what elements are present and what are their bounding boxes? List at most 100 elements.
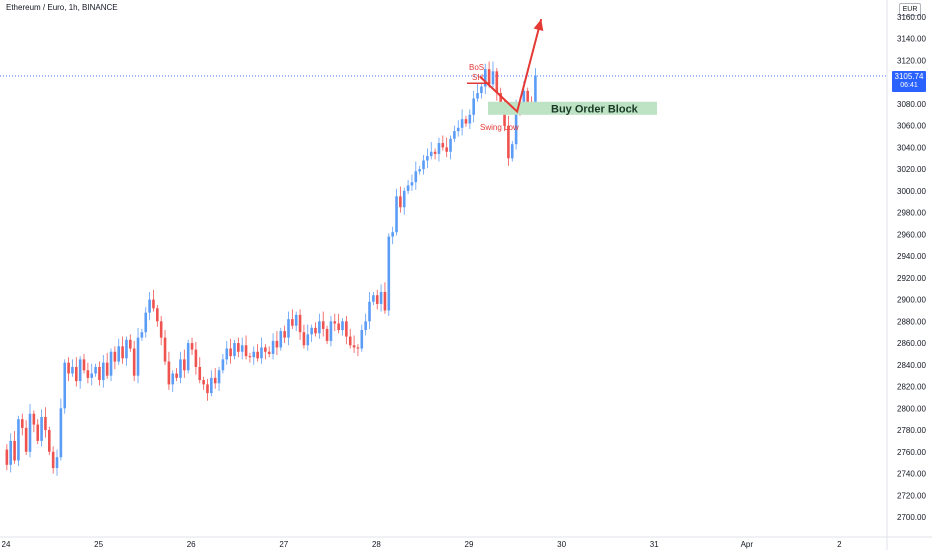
bar-countdown: 06:41 <box>900 82 918 89</box>
candle <box>179 351 182 384</box>
candle <box>283 325 286 344</box>
price-tick-label: 2820.00 <box>897 383 926 392</box>
candle <box>163 330 167 365</box>
candle <box>372 291 375 306</box>
candle <box>117 338 121 365</box>
candle <box>183 349 186 378</box>
projection-path[interactable] <box>479 18 543 114</box>
projection-arrowhead <box>533 19 544 32</box>
price-axis[interactable]: 2700.00 2720.00 2740.00 2760.00 2780.00 2800.… <box>886 0 926 550</box>
candles-layer <box>5 61 537 476</box>
candle <box>82 353 86 374</box>
candle <box>456 120 460 137</box>
candle <box>90 363 94 386</box>
price-tick-label: 2840.00 <box>897 361 926 370</box>
candle <box>210 370 213 397</box>
candle <box>132 340 136 382</box>
time-tick-label: 2 <box>837 540 842 549</box>
candle <box>136 327 140 384</box>
candle <box>9 433 13 473</box>
candle <box>318 313 321 339</box>
time-axis[interactable]: 24 25 26 27 28 29 30 31 Apr 2 <box>0 536 932 549</box>
price-tick-label: 3160.00 <box>897 13 926 22</box>
price-tick-label: 3140.00 <box>897 35 926 44</box>
symbol-title[interactable]: Ethereum / Euro, 1h, BINANCE <box>6 3 118 12</box>
candle <box>364 313 367 336</box>
candle <box>395 188 398 236</box>
candle <box>345 315 348 345</box>
swing-low-label: Swing Low <box>480 123 519 132</box>
candle <box>194 341 198 375</box>
candle <box>510 140 514 162</box>
candle <box>24 420 28 456</box>
price-tick-label: 2700.00 <box>897 513 926 522</box>
candle <box>144 307 148 338</box>
time-tick-label: 31 <box>650 540 659 549</box>
candle <box>221 353 225 374</box>
candle <box>360 324 364 352</box>
candle <box>306 324 310 351</box>
candle <box>348 328 352 349</box>
candle <box>352 335 356 353</box>
candle <box>102 355 105 388</box>
candle <box>329 315 333 347</box>
candle <box>59 398 63 461</box>
sh-label: SH <box>472 73 483 82</box>
candle <box>453 125 456 142</box>
candle <box>491 61 495 90</box>
candle <box>129 334 132 352</box>
candle <box>217 366 221 391</box>
candle <box>5 444 9 471</box>
candle <box>256 344 259 362</box>
candle <box>148 291 151 321</box>
candle <box>237 337 240 358</box>
candle <box>167 351 171 390</box>
order-block-zone[interactable] <box>488 101 657 115</box>
candle <box>105 352 109 379</box>
candle <box>98 361 101 386</box>
candle <box>51 446 55 474</box>
candle <box>429 141 433 160</box>
candle <box>387 233 391 316</box>
time-tick-label: 28 <box>372 540 381 549</box>
price-tick-label: 3000.00 <box>897 187 926 196</box>
candle <box>391 226 394 245</box>
price-tick-label: 2780.00 <box>897 426 926 435</box>
candle <box>240 337 244 360</box>
candle <box>275 331 279 356</box>
candle <box>368 291 371 329</box>
candle <box>337 313 340 334</box>
candle <box>264 344 267 360</box>
candle <box>71 359 74 377</box>
candle <box>310 324 313 342</box>
price-tick-label: 2720.00 <box>897 491 926 500</box>
candle <box>341 318 344 336</box>
candle <box>406 180 410 195</box>
time-tick-label: 29 <box>465 540 474 549</box>
candle <box>156 305 159 327</box>
candle <box>271 333 275 360</box>
candle <box>449 135 452 160</box>
candle <box>460 109 464 136</box>
candle <box>267 346 271 358</box>
candle <box>233 339 236 360</box>
price-tick-label: 2740.00 <box>897 470 926 479</box>
candle <box>40 409 43 447</box>
time-tick-label: Apr <box>741 540 754 549</box>
candle <box>480 83 483 99</box>
candle <box>17 415 20 466</box>
candle <box>47 426 51 456</box>
candle <box>75 357 78 387</box>
time-tick-label: 30 <box>557 540 566 549</box>
candle <box>36 419 40 445</box>
candle <box>279 327 283 351</box>
candle <box>302 324 306 349</box>
candle <box>28 403 32 458</box>
currency-button[interactable]: EUR <box>899 3 921 16</box>
candle <box>175 368 178 382</box>
price-tick-label: 2880.00 <box>897 317 926 326</box>
candle <box>13 431 16 464</box>
candle <box>225 340 229 365</box>
candle <box>213 368 217 389</box>
